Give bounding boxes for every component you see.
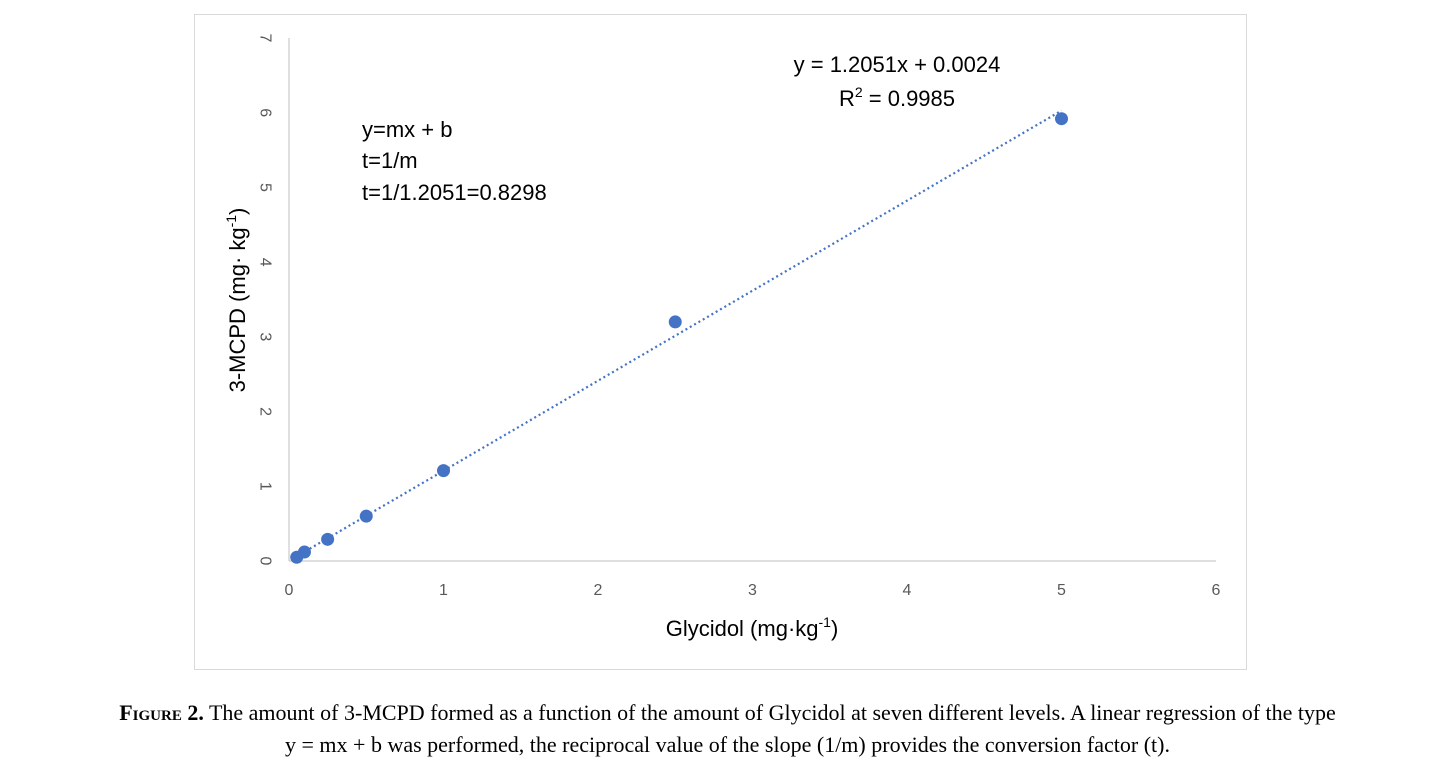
chart-frame (194, 14, 1247, 670)
data-point (668, 315, 682, 329)
data-points (290, 112, 1068, 564)
y-tick-label: 1 (257, 482, 274, 491)
x-tick-label: 6 (1212, 582, 1221, 599)
y-tick-label: 0 (257, 557, 274, 566)
y-tick-label: 7 (257, 34, 274, 43)
scatter-chart: 0 1 2 3 4 5 6 0 1 2 3 4 5 6 7 Glycidol (mg·kg-1) 3-MC… (223, 34, 1221, 641)
y-tick-label: 6 (257, 108, 274, 117)
trendline (296, 109, 1063, 558)
r-squared-label: R2 = 0.9985 (839, 84, 955, 111)
trendline-path (296, 109, 1063, 558)
data-point (297, 545, 311, 559)
y-tick-labels: 0 1 2 3 4 5 6 7 (257, 34, 274, 566)
annotation-line-1: y=mx + b (362, 117, 452, 142)
caption-line-2: y = mx + b was performed, the reciprocal… (285, 732, 1170, 757)
y-axis-title: 3-MCPD (mg· kg-1) (223, 208, 250, 393)
data-point (321, 532, 335, 546)
y-tick-label: 5 (257, 183, 274, 192)
y-tick-label: 4 (257, 258, 274, 267)
figure-label: Figure 2. (119, 700, 204, 725)
axes (288, 38, 1216, 562)
x-tick-label: 3 (748, 582, 757, 599)
caption-line-1: Figure 2. The amount of 3-MCPD formed as… (119, 700, 1336, 725)
data-point (359, 509, 373, 523)
x-tick-label: 5 (1057, 582, 1066, 599)
y-tick-label: 2 (257, 407, 274, 416)
x-tick-label: 1 (439, 582, 448, 599)
x-tick-labels: 0 1 2 3 4 5 6 (285, 582, 1221, 599)
y-tick-label: 3 (257, 332, 274, 341)
annotation-line-3: t=1/1.2051=0.8298 (362, 180, 547, 205)
figure-caption: Figure 2. The amount of 3-MCPD formed as… (0, 697, 1455, 761)
x-tick-label: 2 (594, 582, 603, 599)
x-axis-title: Glycidol (mg·kg-1) (666, 614, 839, 641)
data-point (1055, 112, 1068, 126)
x-tick-label: 0 (285, 582, 294, 599)
data-point (437, 464, 450, 478)
annotation-line-2: t=1/m (362, 148, 418, 173)
regression-equation: y = 1.2051x + 0.0024 (794, 52, 1001, 77)
x-tick-label: 4 (903, 582, 912, 599)
